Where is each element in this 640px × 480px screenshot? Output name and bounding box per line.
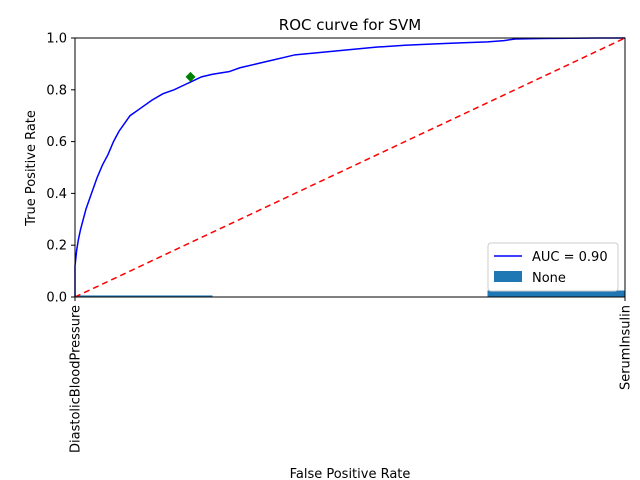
x-axis-label: False Positive Rate (290, 467, 411, 480)
bar-1 (487, 290, 625, 297)
plot-area (74, 37, 626, 298)
bar-0 (75, 295, 213, 297)
threshold-marker (185, 71, 196, 82)
legend: AUC = 0.90 None (487, 242, 619, 292)
chart-title: ROC curve for SVM (279, 16, 421, 34)
lines-group (74, 37, 626, 298)
chance-diagonal-line (74, 37, 626, 298)
legend-label-auc: AUC = 0.90 (532, 250, 608, 265)
y-tick-label: 1.0 (46, 32, 67, 47)
legend-swatch-none (494, 271, 522, 282)
y-tick-label: 0.8 (46, 83, 67, 98)
y-axis-ticks: 0.0 0.2 0.4 0.6 0.8 1.0 (46, 32, 75, 306)
bars-group (75, 290, 625, 297)
x-axis-ticks: DiastolicBloodPressure SerumInsulin (69, 297, 634, 453)
plot-frame (74, 37, 626, 298)
y-axis-label: True Positive Rate (24, 110, 39, 227)
y-tick-label: 0.0 (46, 291, 67, 306)
x-tick-label: DiastolicBloodPressure (69, 305, 84, 453)
y-tick-label: 0.4 (46, 187, 67, 202)
legend-label-none: None (532, 271, 566, 286)
y-tick-label: 0.2 (46, 239, 67, 254)
y-tick-label: 0.6 (46, 135, 67, 150)
roc-curve-line (74, 37, 625, 297)
x-tick-label: SerumInsulin (619, 305, 634, 390)
